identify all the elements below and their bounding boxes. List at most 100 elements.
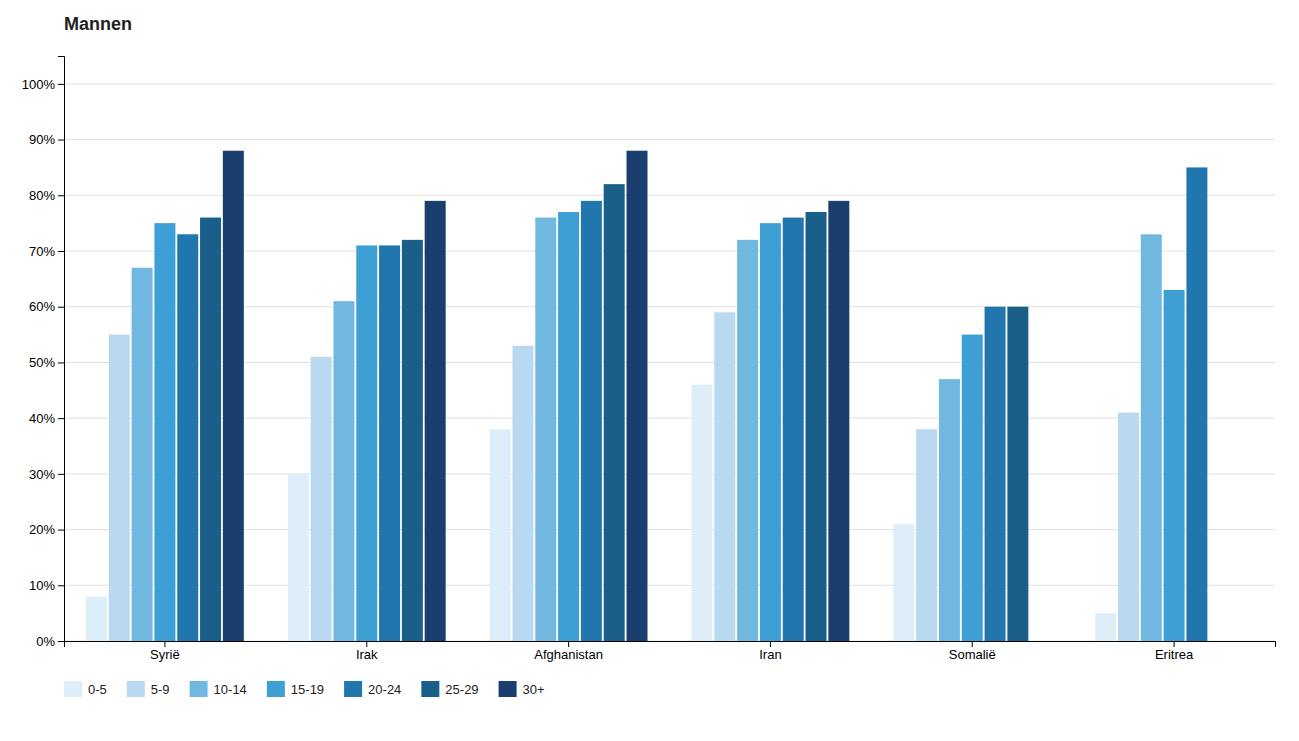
grid-line xyxy=(64,473,1275,474)
legend-item: 25-29 xyxy=(421,681,478,697)
grid-line xyxy=(64,251,1275,252)
legend-swatch xyxy=(64,681,82,697)
bar xyxy=(1118,413,1139,641)
x-axis-line xyxy=(65,642,1276,648)
bar xyxy=(154,223,175,641)
y-tick: 0% xyxy=(36,634,64,649)
x-tick-mark xyxy=(1174,641,1175,647)
y-tick-mark xyxy=(58,307,64,308)
x-tick: Syrië xyxy=(150,641,180,662)
y-tick-mark xyxy=(58,140,64,141)
bar xyxy=(402,240,423,641)
legend-label: 20-24 xyxy=(368,682,401,697)
legend-item: 0-5 xyxy=(64,681,107,697)
y-axis-line xyxy=(58,57,65,642)
legend-label: 5-9 xyxy=(151,682,170,697)
bar xyxy=(1164,290,1185,641)
bar xyxy=(581,201,602,641)
bar xyxy=(806,212,827,641)
bar xyxy=(425,201,446,641)
y-tick-label: 100% xyxy=(22,77,56,92)
bar xyxy=(109,335,130,641)
y-axis: 0%10%20%30%40%50%60%70%80%90%100% xyxy=(22,57,65,649)
grid-line xyxy=(64,83,1275,84)
bar xyxy=(177,234,198,641)
title: Mannen xyxy=(64,14,132,34)
legend-swatch xyxy=(499,681,517,697)
x-tick-mark xyxy=(366,641,367,647)
bar xyxy=(760,223,781,641)
y-tick: 10% xyxy=(29,578,64,593)
legend-item: 15-19 xyxy=(267,681,324,697)
legend-swatch xyxy=(190,681,208,697)
x-tick-mark xyxy=(568,641,569,647)
grid-line xyxy=(64,529,1275,530)
bar xyxy=(1007,307,1028,641)
bar xyxy=(1095,613,1116,641)
bar xyxy=(200,218,221,641)
bar xyxy=(627,151,648,641)
bar xyxy=(1186,167,1207,641)
x-tick: Iran xyxy=(759,641,781,662)
x-tick: Somalië xyxy=(949,641,996,662)
bar xyxy=(558,212,579,641)
grid-line xyxy=(64,306,1275,307)
y-tick-mark xyxy=(58,418,64,419)
bar xyxy=(916,429,937,641)
bar xyxy=(379,245,400,641)
y-tick-mark xyxy=(58,251,64,252)
bar xyxy=(1141,234,1162,641)
legend-item: 20-24 xyxy=(344,681,401,697)
y-tick: 80% xyxy=(29,188,64,203)
x-tick-label: Irak xyxy=(356,647,378,662)
y-tick: 90% xyxy=(29,132,64,147)
y-tick-label: 70% xyxy=(29,244,55,259)
y-tick-mark xyxy=(58,585,64,586)
grid xyxy=(64,84,1275,641)
y-tick: 100% xyxy=(22,77,64,92)
series xyxy=(200,184,1028,641)
x-tick-label: Syrië xyxy=(150,647,180,662)
chart: Mannen Syrië Irak Afghanistan Iran Somalië Eri… xyxy=(0,0,1299,741)
y-tick-label: 80% xyxy=(29,188,55,203)
x-tick: Afghanistan xyxy=(534,641,603,662)
bar xyxy=(737,240,758,641)
y-tick-label: 0% xyxy=(36,634,55,649)
grid-line xyxy=(64,362,1275,363)
x-tick-label: Somalië xyxy=(949,647,996,662)
y-tick: 40% xyxy=(29,411,64,426)
y-tick-label: 40% xyxy=(29,411,55,426)
x-tick: Eritrea xyxy=(1155,641,1194,662)
y-tick: 20% xyxy=(29,522,64,537)
bar xyxy=(535,218,556,641)
legend-item: 5-9 xyxy=(127,681,170,697)
y-tick-mark xyxy=(58,641,64,642)
bar xyxy=(692,385,713,641)
y-tick-label: 30% xyxy=(29,467,55,482)
grid-line xyxy=(64,585,1275,586)
legend-swatch xyxy=(267,681,285,697)
series xyxy=(177,167,1207,641)
bar xyxy=(356,245,377,641)
legend-label: 0-5 xyxy=(88,682,107,697)
legend-label: 25-29 xyxy=(445,682,478,697)
y-tick-label: 20% xyxy=(29,522,55,537)
bar xyxy=(714,312,735,641)
legend-swatch xyxy=(421,681,439,697)
bar xyxy=(132,268,153,641)
bar xyxy=(311,357,332,641)
y-tick-mark xyxy=(58,474,64,475)
bar xyxy=(985,307,1006,641)
x-tick-label: Iran xyxy=(759,647,781,662)
y-tick: 70% xyxy=(29,244,64,259)
legend-label: 10-14 xyxy=(214,682,247,697)
legend-item: 30+ xyxy=(499,681,545,697)
y-tick-label: 50% xyxy=(29,355,55,370)
series xyxy=(154,212,1184,641)
legend-swatch xyxy=(127,681,145,697)
bars xyxy=(86,151,1207,641)
y-tick-mark xyxy=(58,195,64,196)
y-tick: 30% xyxy=(29,467,64,482)
grid-line xyxy=(64,418,1275,419)
bar xyxy=(962,335,983,641)
